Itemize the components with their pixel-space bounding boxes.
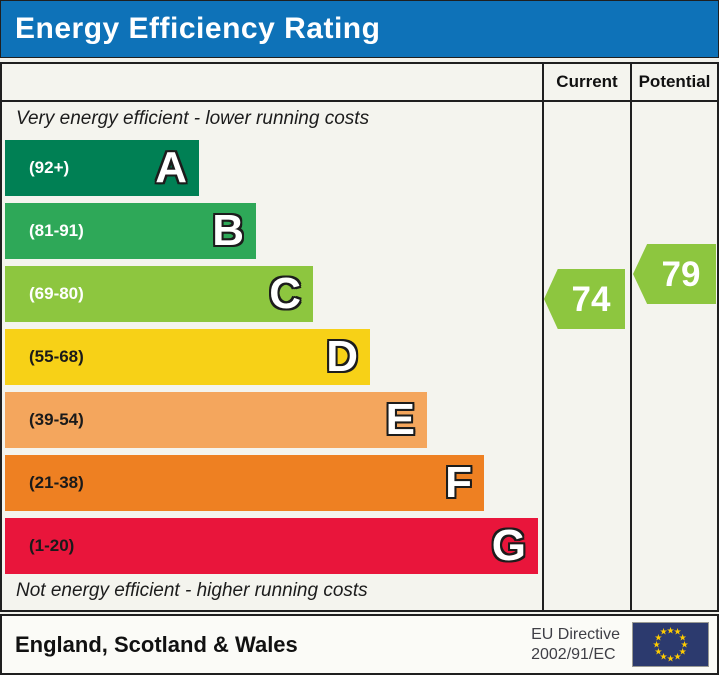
bands-column: Very energy efficient - lower running co…: [2, 102, 542, 610]
current-rating-column: 74: [542, 102, 630, 610]
caption-very-efficient: Very energy efficient - lower running co…: [16, 108, 370, 129]
band-letter: E: [385, 395, 415, 444]
column-header-potential: Potential: [630, 64, 717, 100]
column-header-current: Current: [542, 64, 630, 100]
eu-flag-star: ★: [654, 632, 663, 642]
rating-table: Current Potential Very energy efficient …: [0, 62, 719, 612]
band-d: (55-68) D: [5, 329, 370, 385]
eu-flag-star: ★: [673, 651, 682, 662]
potential-rating-arrow: 79: [633, 244, 716, 304]
band-c: (69-80) C: [5, 266, 313, 322]
band-b: (81-91) B: [5, 203, 256, 259]
eu-flag-star: ★: [678, 646, 687, 656]
band-g: (1-20) G: [5, 518, 538, 574]
page-title: Energy Efficiency Rating: [15, 12, 381, 45]
eu-directive-line1: EU Directive: [531, 625, 620, 643]
eu-flag-star: ★: [666, 653, 675, 663]
band-range-label: (69-80): [29, 284, 84, 303]
band-range-label: (55-68): [29, 347, 84, 366]
eu-flag-star: ★: [680, 639, 689, 649]
eu-flag-star: ★: [659, 626, 668, 637]
band-letter: B: [212, 206, 244, 255]
eu-flag-star: ★: [659, 651, 668, 662]
table-header-row: Current Potential: [2, 64, 717, 102]
band-range-label: (21-38): [29, 473, 84, 492]
current-rating-value: 74: [571, 279, 611, 319]
band-range-label: (1-20): [29, 536, 75, 555]
table-body-row: Very energy efficient - lower running co…: [2, 102, 717, 610]
band-e: (39-54) E: [5, 392, 427, 448]
current-rating-arrow: 74: [544, 269, 625, 329]
footer-bar: England, Scotland & Wales EU Directive 2…: [0, 614, 719, 675]
region-label: England, Scotland & Wales: [15, 631, 298, 657]
eu-flag-star: ★: [678, 632, 687, 642]
band-a: (92+) A: [5, 140, 199, 196]
title-bar: Energy Efficiency Rating: [0, 0, 719, 58]
potential-rating-value: 79: [661, 254, 701, 294]
eu-directive-label: EU Directive 2002/91/EC: [531, 625, 632, 665]
band-range-label: (81-91): [29, 221, 84, 240]
band-range-label: (92+): [29, 158, 70, 177]
eu-directive-line2: 2002/91/EC: [531, 645, 616, 663]
band-letter: D: [326, 332, 358, 381]
band-letter: C: [269, 269, 301, 318]
band-range-label: (39-54): [29, 410, 84, 429]
eu-flag-star: ★: [654, 646, 663, 656]
band-f: (21-38) F: [5, 455, 484, 511]
band-letter: F: [445, 458, 472, 507]
eu-flag-star: ★: [673, 626, 682, 637]
band-letter: G: [491, 521, 526, 570]
potential-rating-column: 79: [630, 102, 717, 610]
header-spacer-cell: [2, 64, 542, 100]
eu-flag-icon: ★ ★ ★ ★ ★ ★ ★ ★ ★ ★ ★ ★: [632, 622, 709, 667]
eu-flag-star: ★: [652, 639, 661, 649]
caption-not-efficient: Not energy efficient - higher running co…: [16, 580, 368, 601]
band-letter: A: [155, 143, 187, 192]
eu-flag-star: ★: [666, 625, 675, 635]
